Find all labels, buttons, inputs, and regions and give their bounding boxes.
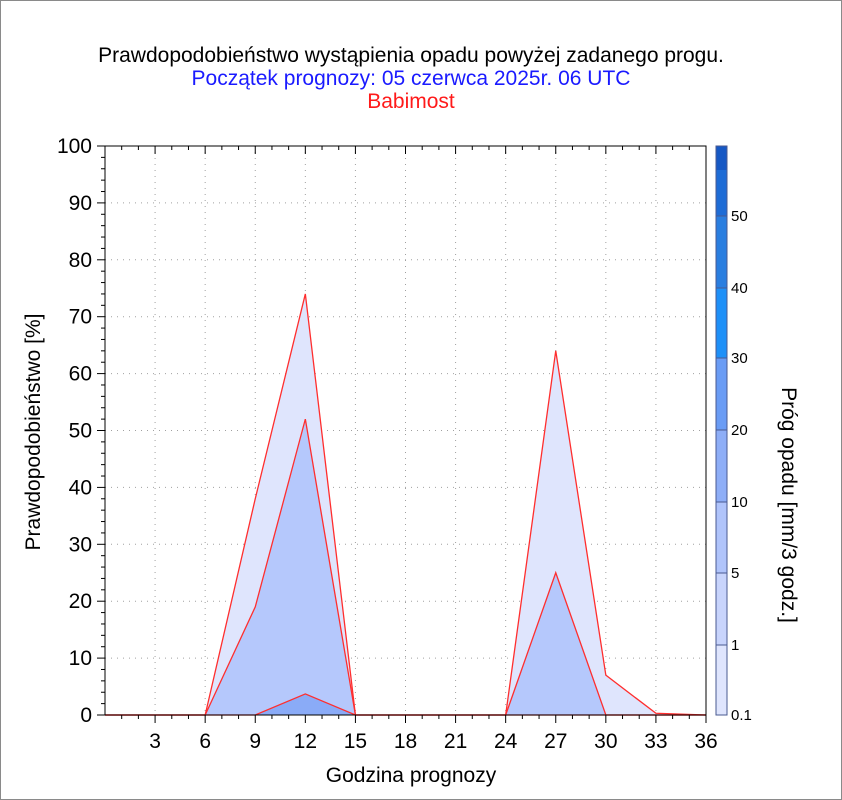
- colorbar-segment: [716, 645, 727, 715]
- colorbar: 0.1 1 5 10 20 30 40 50: [715, 145, 752, 724]
- y-tick-label: 100: [57, 135, 92, 158]
- x-tick-label: 15: [344, 730, 367, 753]
- x-tick-label: 21: [444, 730, 467, 753]
- y-tick-label: 90: [69, 192, 92, 215]
- colorbar-segment: [716, 146, 727, 170]
- x-tick-label: 9: [249, 730, 261, 753]
- x-tick-label: 27: [544, 730, 567, 753]
- y-tick-label: 70: [69, 306, 92, 329]
- colorbar-label: 1: [731, 637, 739, 654]
- y-tick-label: 0: [80, 704, 92, 727]
- x-tick-label: 6: [199, 730, 211, 753]
- colorbar-label: 5: [731, 565, 739, 582]
- colorbar-segment: [716, 358, 727, 430]
- colorbar-segment: [716, 216, 727, 288]
- line-threshold-1: [105, 418, 706, 716]
- colorbar-segment: [716, 502, 727, 573]
- colorbar-label: 50: [731, 208, 748, 225]
- x-axis-title: Godzina prognozy: [326, 764, 497, 787]
- x-tick-label: 12: [294, 730, 317, 753]
- colorbar-label: 40: [731, 280, 748, 297]
- x-tick-label: 33: [644, 730, 667, 753]
- x-tick-label: 18: [394, 730, 417, 753]
- colorbar-segment: [716, 430, 727, 502]
- area-threshold-1: [105, 419, 706, 715]
- probability-areas: [105, 293, 707, 716]
- y-tick-label: 50: [69, 420, 92, 443]
- colorbar-label: 0.1: [731, 707, 752, 724]
- chart-subtitle: Początek prognozy: 05 czerwca 2025r. 06 …: [192, 67, 631, 90]
- x-tick-label: 30: [594, 730, 617, 753]
- axes: 3 6 9 12 15 18 21 24 27 30 33 360102030405060708090…: [57, 135, 718, 753]
- location-label: Babimost: [367, 90, 455, 113]
- grid-lines: [105, 146, 706, 715]
- colorbar-label: 10: [731, 494, 748, 511]
- y-tick-label: 10: [69, 647, 92, 670]
- x-tick-label: 24: [494, 730, 518, 753]
- colorbar-title: Próg opadu [mm/3 godz.]: [777, 387, 800, 623]
- colorbar-label: 30: [731, 350, 748, 367]
- y-tick-label: 60: [69, 363, 92, 386]
- x-tick-label: 36: [694, 730, 717, 753]
- x-tick-label: 3: [149, 730, 161, 753]
- y-axis-title: Prawdopodobieństwo [%]: [22, 314, 45, 551]
- line-threshold-0.1: [105, 293, 707, 716]
- y-tick-label: 80: [69, 249, 92, 272]
- y-tick-label: 30: [69, 533, 92, 556]
- chart-title: Prawdopodobieństwo wystąpienia opadu pow…: [98, 44, 724, 67]
- colorbar-segment: [716, 288, 727, 358]
- y-tick-label: 20: [69, 590, 92, 613]
- area-threshold-0.1: [105, 293, 706, 715]
- colorbar-segment: [716, 573, 727, 645]
- colorbar-segment: [716, 170, 727, 216]
- colorbar-label: 20: [731, 422, 748, 439]
- y-tick-label: 40: [69, 476, 92, 499]
